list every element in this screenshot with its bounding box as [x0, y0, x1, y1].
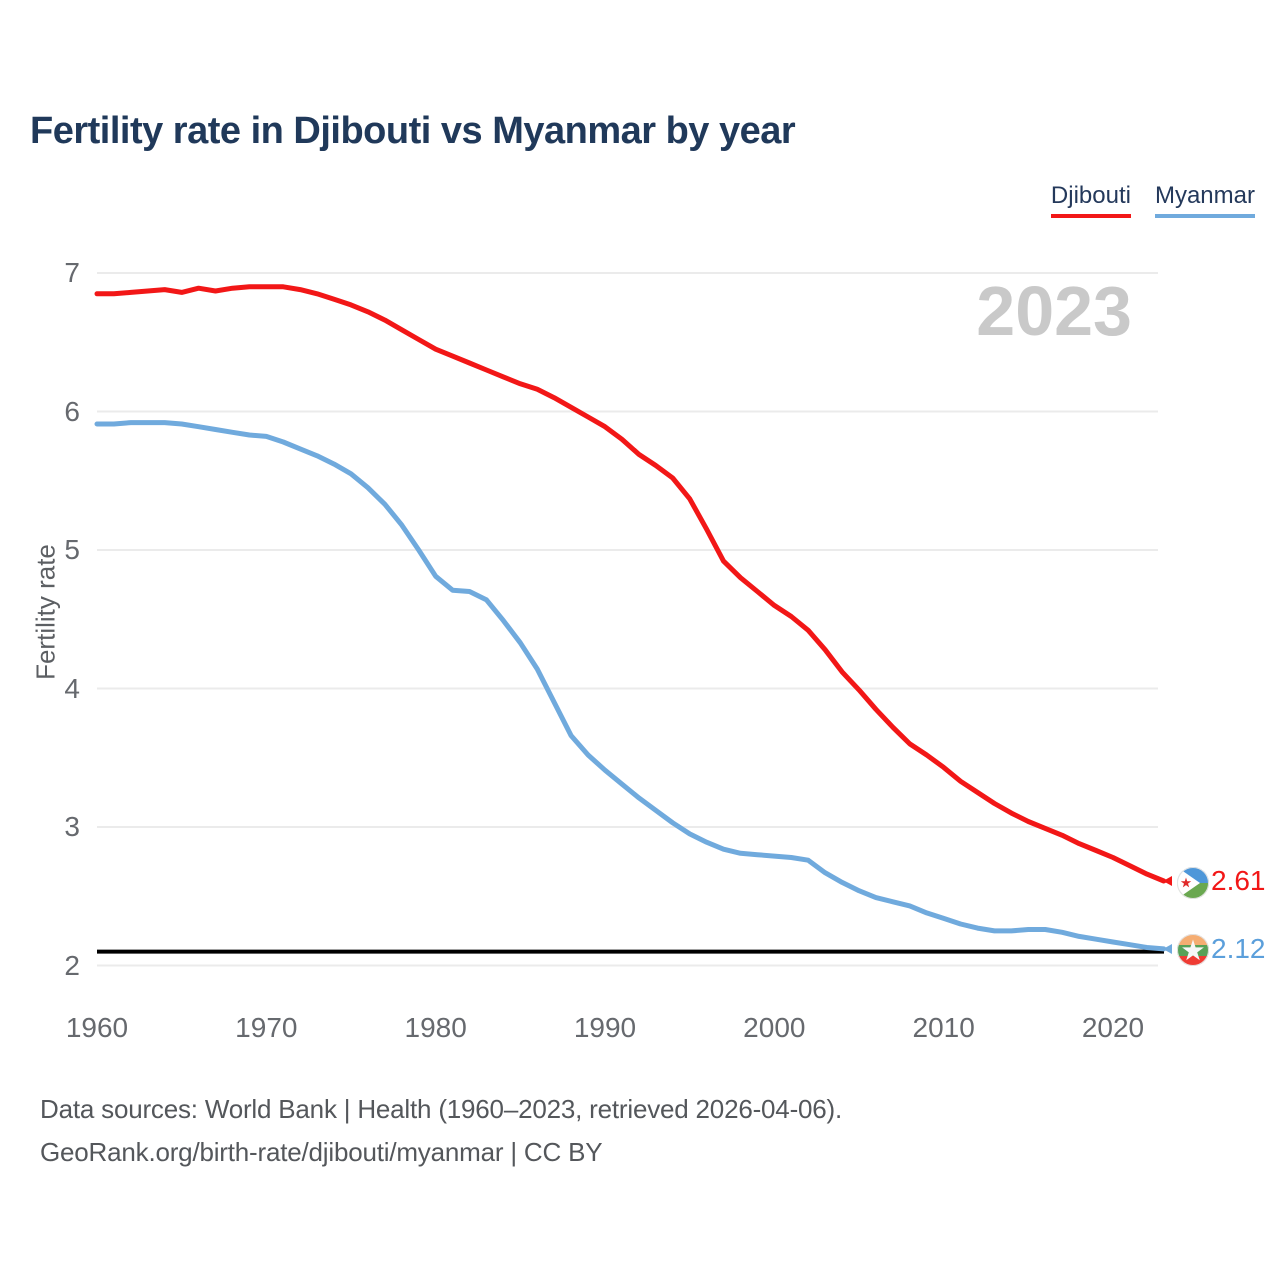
year-watermark: 2023 [976, 272, 1132, 350]
y-tick-label-7: 7 [64, 257, 80, 288]
gridlines [97, 272, 1158, 967]
series-line-djibouti [94, 284, 1167, 884]
x-tick-label-1960: 1960 [65, 1012, 129, 1043]
myanmar-flag-icon [1177, 934, 1209, 966]
y-tick-label-5: 5 [64, 534, 80, 565]
x-tick-label-1980: 1980 [404, 1012, 467, 1043]
footer: Data sources: World Bank | Health (1960–… [40, 1088, 842, 1174]
legend-item-myanmar[interactable]: Myanmar [1154, 182, 1255, 218]
x-tick-label-1970: 1970 [235, 1012, 298, 1043]
djibouti-end-arrow-icon [1163, 876, 1172, 886]
legend: Djibouti Myanmar [1050, 182, 1255, 218]
data-sources-text: Data sources: World Bank | Health (1960–… [40, 1094, 843, 1124]
x-tick-label-1990: 1990 [573, 1012, 637, 1043]
x-tick-label-2010: 2010 [912, 1012, 975, 1043]
y-tick-label-6: 6 [64, 395, 80, 427]
y-tick-label-2: 2 [64, 949, 80, 981]
y-tick-label-3: 3 [64, 811, 80, 842]
y-axis-title: Fertility rate [30, 544, 61, 680]
myanmar-end-arrow-icon [1163, 944, 1172, 954]
myanmar-flag-ring [1177, 934, 1209, 966]
djibouti-current-value: 2.61 [1211, 865, 1266, 896]
djibouti-flag-icon [1177, 867, 1209, 899]
djibouti-flag-ring [1177, 867, 1209, 899]
myanmar-current-value: 2.12 [1211, 932, 1266, 964]
page-title: Fertility rate in Djibouti vs Myanmar by… [30, 110, 796, 152]
y-tick-label-4: 4 [64, 672, 80, 704]
series-line-myanmar [94, 420, 1167, 952]
x-tick-label-2000: 2000 [743, 1012, 806, 1043]
legend-item-djibouti[interactable]: Djibouti [1050, 182, 1131, 218]
attribution-text: GeoRank.org/birth-rate/djibouti/myanmar … [40, 1136, 603, 1167]
x-tick-label-2020: 2020 [1081, 1012, 1145, 1043]
